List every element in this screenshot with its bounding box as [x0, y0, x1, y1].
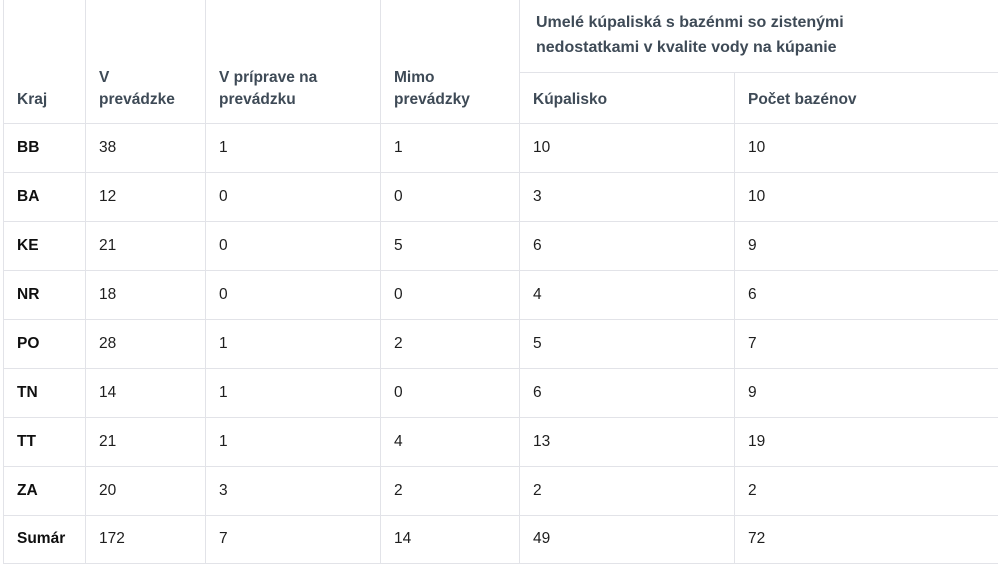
cell-kupalisko: 3 — [519, 172, 735, 222]
summary-row: Sumár 172 7 14 49 72 — [3, 515, 998, 564]
cell-v-priprave-total: 7 — [205, 515, 381, 564]
table-row-ke: KE 21 0 5 6 9 — [3, 221, 998, 271]
group-header-nedostatky: Umelé kúpaliská s bazénmi so zistenými n… — [519, 0, 998, 73]
cell-v-prevadzke-total: 172 — [85, 515, 206, 564]
column-header-pocet-bazenov-label: Počet bazénov — [748, 90, 857, 108]
cell-mimo-prevadzky-total: 14 — [380, 515, 520, 564]
cell-v-priprave: 3 — [205, 466, 381, 516]
cell-kupalisko: 2 — [519, 466, 735, 516]
cell-v-priprave: 0 — [205, 221, 381, 271]
header-row-sub: Kúpalisko Počet bazénov — [4, 72, 998, 124]
cell-kupalisko: 13 — [519, 417, 735, 467]
cell-kraj: NR — [3, 270, 86, 320]
cell-kupalisko: 6 — [519, 368, 735, 418]
column-header-mimo-prevadzky: Mimo prevádzky — [380, 0, 520, 124]
cell-pocet-bazenov: 19 — [734, 417, 998, 467]
cell-v-prevadzke: 21 — [85, 417, 206, 467]
cell-pocet-bazenov: 10 — [734, 123, 998, 173]
column-header-pocet-bazenov: Počet bazénov — [734, 72, 998, 124]
cell-mimo-prevadzky: 0 — [380, 270, 520, 320]
cell-v-priprave: 1 — [205, 417, 381, 467]
table-row-po: PO 28 1 2 5 7 — [3, 319, 998, 369]
table-row-nr: NR 18 0 0 4 6 — [3, 270, 998, 320]
cell-v-prevadzke: 28 — [85, 319, 206, 369]
cell-v-priprave: 0 — [205, 172, 381, 222]
column-header-kraj-label: Kraj — [17, 90, 48, 108]
cell-mimo-prevadzky: 4 — [380, 417, 520, 467]
cell-kupalisko-total: 49 — [519, 515, 735, 564]
cell-kraj: PO — [3, 319, 86, 369]
kupaliska-table: Kraj V prevádzke V príprave na prevádzku… — [3, 0, 998, 564]
cell-pocet-bazenov: 7 — [734, 319, 998, 369]
table-row-tt: TT 21 1 4 13 19 — [3, 417, 998, 467]
cell-pocet-bazenov: 6 — [734, 270, 998, 320]
column-header-v-prevadzke: V prevádzke — [85, 0, 206, 124]
table-header: Kraj V prevádzke V príprave na prevádzku… — [3, 0, 998, 124]
cell-v-prevadzke: 14 — [85, 368, 206, 418]
cell-pocet-bazenov: 9 — [734, 368, 998, 418]
column-header-v-priprave-label: V príprave na prevádzku — [219, 69, 318, 108]
cell-v-prevadzke: 21 — [85, 221, 206, 271]
table-row-tn: TN 14 1 0 6 9 — [3, 368, 998, 418]
cell-v-priprave: 0 — [205, 270, 381, 320]
cell-v-prevadzke: 12 — [85, 172, 206, 222]
column-header-mimo-prevadzky-label: Mimo prevádzky — [394, 69, 470, 108]
table-row-bb: BB 38 1 1 10 10 — [3, 123, 998, 173]
column-header-v-prevadzke-label: V prevádzke — [99, 69, 175, 108]
cell-pocet-bazenov: 10 — [734, 172, 998, 222]
cell-kraj: TN — [3, 368, 86, 418]
cell-v-priprave: 1 — [205, 123, 381, 173]
cell-mimo-prevadzky: 0 — [380, 368, 520, 418]
cell-mimo-prevadzky: 0 — [380, 172, 520, 222]
cell-mimo-prevadzky: 2 — [380, 319, 520, 369]
cell-pocet-bazenov: 9 — [734, 221, 998, 271]
column-header-kupalisko: Kúpalisko — [519, 72, 735, 124]
cell-pocet-bazenov: 2 — [734, 466, 998, 516]
column-header-kupalisko-label: Kúpalisko — [533, 90, 608, 108]
cell-kupalisko: 10 — [519, 123, 735, 173]
cell-kraj: BA — [3, 172, 86, 222]
cell-v-prevadzke: 18 — [85, 270, 206, 320]
table-row-za: ZA 20 3 2 2 2 — [3, 466, 998, 516]
cell-v-prevadzke: 38 — [85, 123, 206, 173]
cell-kraj: BB — [3, 123, 86, 173]
header-row-top: Kraj V prevádzke V príprave na prevádzku… — [3, 0, 998, 124]
cell-mimo-prevadzky: 5 — [380, 221, 520, 271]
cell-v-priprave: 1 — [205, 319, 381, 369]
table-row-ba: BA 12 0 0 3 10 — [3, 172, 998, 222]
cell-kraj: ZA — [3, 466, 86, 516]
cell-kraj: KE — [3, 221, 86, 271]
cell-pocet-bazenov-total: 72 — [734, 515, 998, 564]
cell-kraj-sumar: Sumár — [3, 515, 86, 564]
cell-mimo-prevadzky: 2 — [380, 466, 520, 516]
cell-kupalisko: 4 — [519, 270, 735, 320]
cell-v-prevadzke: 20 — [85, 466, 206, 516]
cell-v-priprave: 1 — [205, 368, 381, 418]
cell-kupalisko: 5 — [519, 319, 735, 369]
column-header-kraj: Kraj — [3, 0, 86, 124]
table-body: BB 38 1 1 10 10 BA 12 0 0 3 10 KE 21 0 5… — [3, 123, 998, 564]
column-header-v-priprave: V príprave na prevádzku — [205, 0, 381, 124]
cell-kraj: TT — [3, 417, 86, 467]
group-header-label: Umelé kúpaliská s bazénmi so zistenými n… — [536, 13, 844, 56]
cell-mimo-prevadzky: 1 — [380, 123, 520, 173]
cell-kupalisko: 6 — [519, 221, 735, 271]
